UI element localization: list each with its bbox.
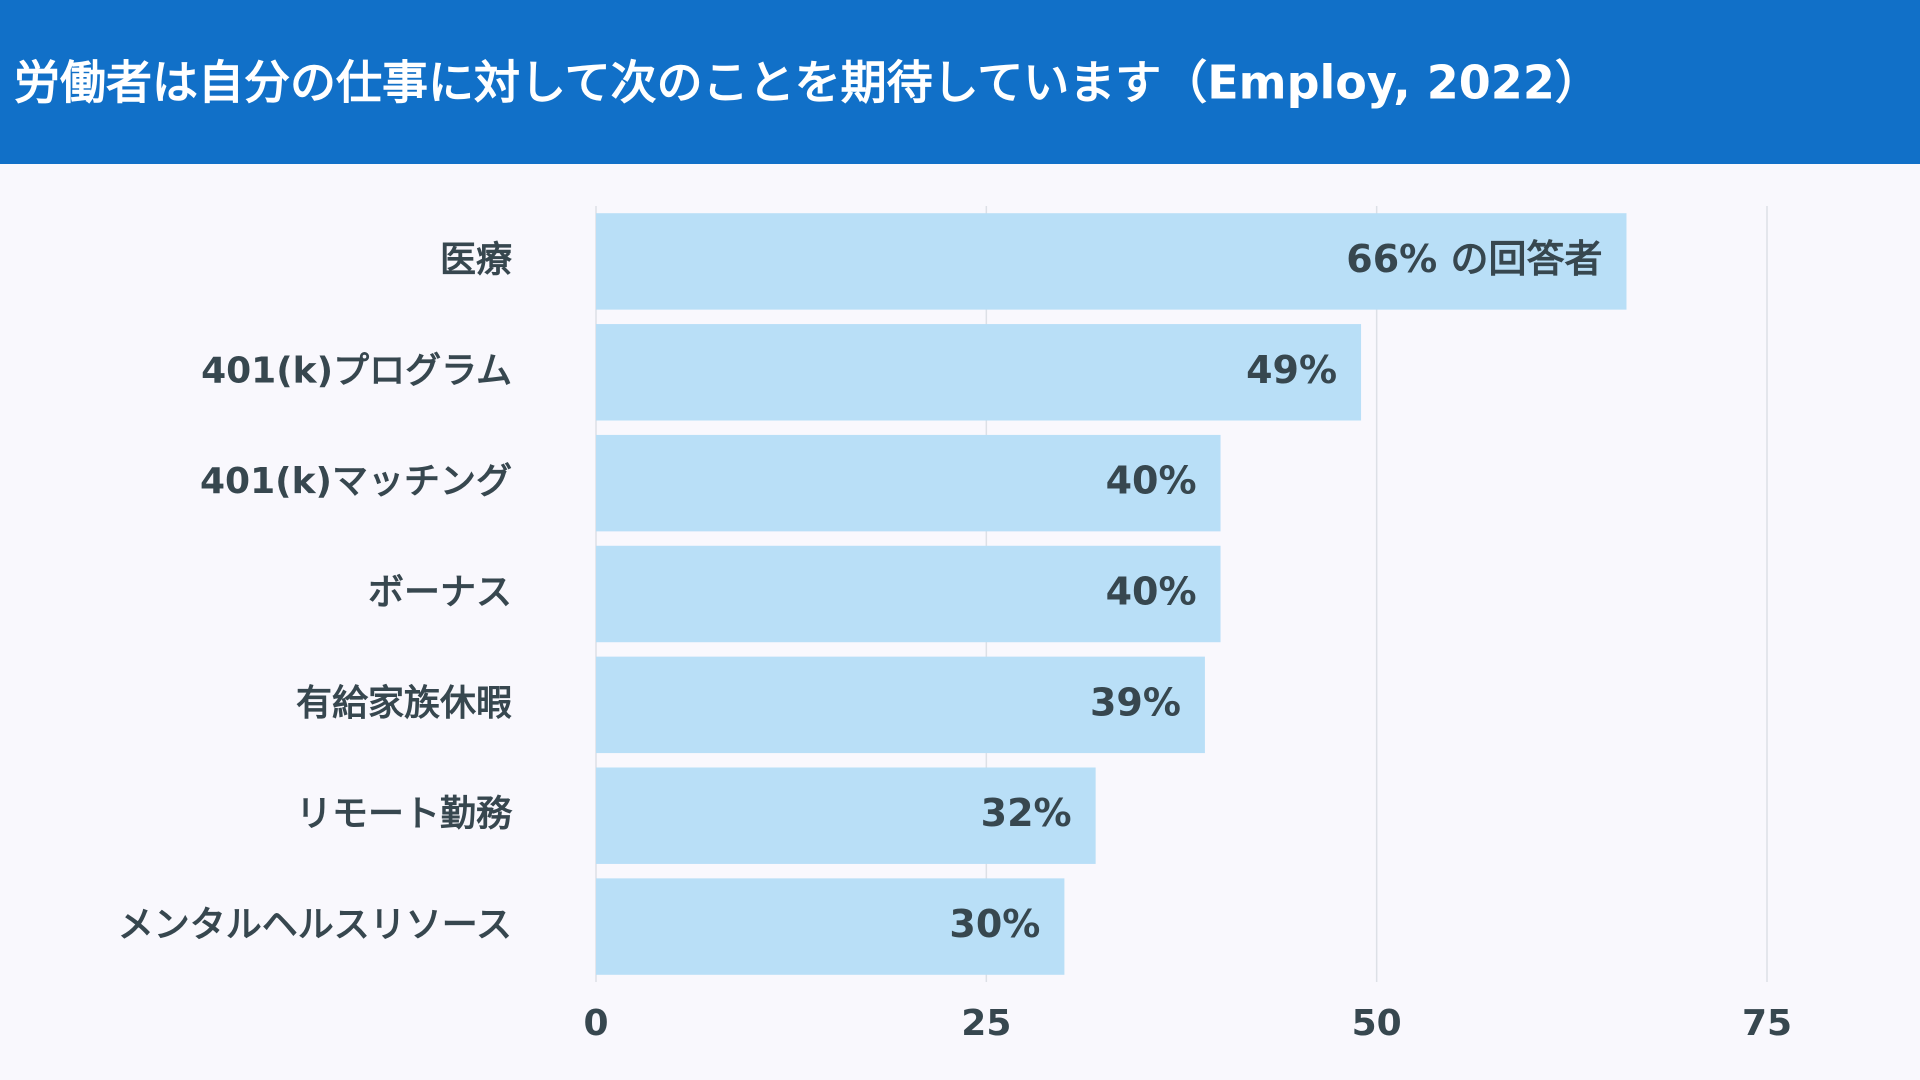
x-tick-label: 75 <box>1742 1003 1792 1044</box>
bar <box>596 656 1205 754</box>
value-label: 30% <box>949 902 1040 946</box>
category-label: 医療 <box>440 239 512 280</box>
title-bar <box>0 0 1920 164</box>
bar <box>596 878 1065 975</box>
value-label: 39% <box>1090 680 1181 724</box>
x-tick-label: 50 <box>1352 1003 1402 1044</box>
category-label: 401(k)プログラム <box>201 350 512 391</box>
value-label: 49% <box>1246 348 1337 392</box>
value-label: 66% の回答者 <box>1346 237 1602 281</box>
bar <box>596 434 1221 532</box>
category-label: メンタルヘルスリソース <box>118 905 512 946</box>
x-tick-label: 0 <box>583 1003 608 1044</box>
bar <box>596 767 1096 864</box>
value-label: 32% <box>981 791 1072 835</box>
category-label: 401(k)マッチング <box>200 461 512 502</box>
bar <box>596 545 1221 643</box>
chart-title: 労働者は自分の仕事に対して次のことを期待しています（Employ, 2022） <box>14 56 1601 110</box>
bar <box>596 213 1627 310</box>
category-label: リモート勤務 <box>296 794 513 835</box>
x-tick-label: 25 <box>961 1003 1011 1044</box>
value-label: 40% <box>1106 570 1197 614</box>
bar <box>596 324 1362 421</box>
value-label: 40% <box>1106 459 1197 503</box>
category-label: 有給家族休暇 <box>296 683 512 724</box>
category-label: ボーナス <box>368 572 512 613</box>
